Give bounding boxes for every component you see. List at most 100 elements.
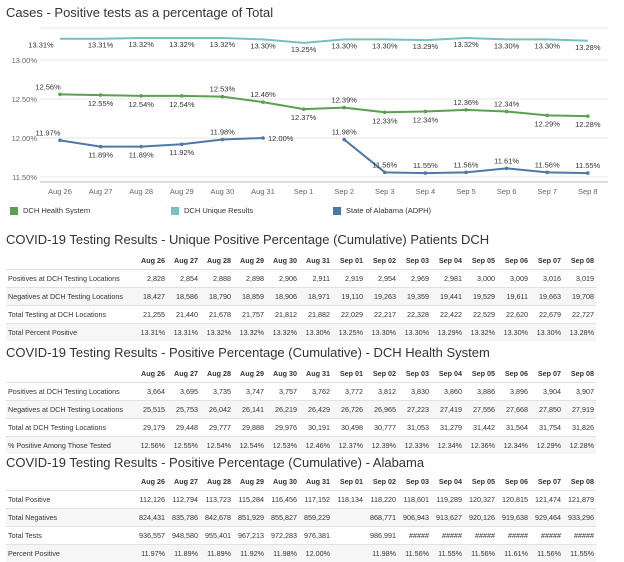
- data-point: [58, 138, 62, 143]
- table-row: Total Negatives 824,431 835,786 842,678 851,…: [6, 508, 596, 527]
- table-cell: 868,771: [365, 508, 398, 527]
- data-label: 13.31%: [88, 41, 114, 50]
- table-cell: 18,586: [167, 287, 200, 306]
- table-cell: 19,611: [497, 287, 530, 306]
- table-cell: 25,515: [134, 400, 167, 419]
- table-cell: 26,429: [299, 400, 332, 419]
- table-cell: 11.56%: [398, 544, 431, 562]
- table-cell: 18,859: [233, 287, 266, 306]
- table-cell: 936,557: [134, 526, 167, 545]
- series-line-dch-health-system: [59, 93, 588, 118]
- data-label: 13.30%: [250, 41, 276, 50]
- data-label: 13.32%: [128, 40, 154, 49]
- table-cell: 2,919: [332, 269, 365, 288]
- table-cell: 3,757: [266, 382, 299, 401]
- table-cell: 13.25%: [332, 323, 365, 341]
- table-cell: 11.98%: [266, 544, 299, 562]
- table-cell: 2,981: [431, 269, 464, 288]
- column-header: Aug 29: [240, 477, 264, 486]
- table-cell: 22,029: [332, 305, 365, 324]
- row-label: Positives at DCH Testing Locations: [6, 382, 134, 401]
- column-header: Aug 26: [141, 477, 165, 486]
- table-cell: 30,191: [299, 418, 332, 437]
- table-cell: 3,772: [332, 382, 365, 401]
- table-cell: 859,229: [299, 508, 332, 527]
- column-header: Sep 03: [405, 477, 429, 486]
- table-cell: 3,695: [167, 382, 200, 401]
- table-cell: 121,474: [530, 490, 563, 509]
- x-tick-label: Sep 2: [334, 187, 354, 196]
- table-cell: 3,830: [398, 382, 431, 401]
- table-cell: 13.30%: [497, 323, 530, 341]
- table-cell: 118,601: [398, 490, 431, 509]
- data-point: [423, 109, 428, 114]
- data-label: 13.30%: [534, 41, 560, 50]
- table-cell: 31,826: [563, 418, 596, 437]
- y-tick-label: 11.50%: [12, 173, 37, 182]
- data-label: 13.30%: [372, 41, 398, 50]
- column-header: Sep 08: [570, 477, 594, 486]
- row-label: Positives at DCH Testing Locations: [6, 269, 134, 288]
- table-cell: 18,790: [200, 287, 233, 306]
- column-header: Aug 30: [273, 369, 297, 378]
- data-label: 13.31%: [28, 41, 54, 50]
- table-cell: 11.61%: [497, 544, 530, 562]
- table-cell: 12.00%: [299, 544, 332, 562]
- series-line-dch-unique-results: [60, 36, 588, 44]
- x-tick-label: Sep 3: [375, 187, 395, 196]
- table-cell: 120,815: [497, 490, 530, 509]
- table-row: % Positive Among Those Tested 12.56% 12.55…: [6, 436, 596, 454]
- data-label: 12.55%: [88, 99, 114, 108]
- table-cell: 3,907: [563, 382, 596, 401]
- x-tick-label: Sep 6: [497, 187, 517, 196]
- column-header: Sep 02: [372, 477, 396, 486]
- table-cell: 115,284: [233, 490, 266, 509]
- table-cell: 118,220: [365, 490, 398, 509]
- table-cell: 13.30%: [365, 323, 398, 341]
- data-label: 11.89%: [129, 151, 154, 160]
- column-header: Sep 05: [471, 369, 495, 378]
- table-header-row: Aug 26 Aug 27 Aug 28 Aug 29 Aug 30 Aug 31 Sep …: [6, 473, 596, 491]
- table-cell: 13.30%: [299, 323, 332, 341]
- table-cell: 851,929: [233, 508, 266, 527]
- table-cell: 920,126: [464, 508, 497, 527]
- column-header: Aug 28: [207, 477, 231, 486]
- table-row: Total Tests 936,557 948,580 955,401 967,213 9…: [6, 526, 596, 545]
- line-chart: 13.00% 12.50% 12.00% 11.50% Aug 26 Aug 27 Aug …: [12, 27, 608, 196]
- column-header: Sep 03: [405, 369, 429, 378]
- data-label: 12.34%: [494, 99, 520, 108]
- data-point: [180, 94, 184, 98]
- column-header: Aug 30: [273, 477, 297, 486]
- table-row: Total Testing at DCH Locations 21,255 21,4…: [6, 305, 596, 324]
- table-cell: #####: [464, 526, 497, 545]
- table-cell: 3,000: [464, 269, 497, 288]
- data-point: [464, 108, 468, 112]
- x-tick-label: Sep 5: [456, 187, 476, 196]
- column-header: Sep 06: [504, 477, 528, 486]
- table-cell: 13.31%: [167, 323, 200, 341]
- x-tick-label: Aug 29: [170, 187, 194, 196]
- table-cell: 12.34%: [431, 436, 464, 454]
- column-header: Aug 28: [207, 256, 231, 265]
- data-label: 11.98%: [210, 128, 235, 137]
- data-label: 11.92%: [169, 148, 194, 157]
- table-cell: 31,279: [431, 418, 464, 437]
- table-cell: 3,747: [233, 382, 266, 401]
- column-header: Aug 28: [207, 369, 231, 378]
- data-label: 11.61%: [494, 156, 519, 165]
- data-point: [261, 136, 265, 140]
- table-title-dch: COVID-19 Testing Results - Positive Perc…: [6, 345, 490, 360]
- chart-title: Cases - Positive tests as a percentage o…: [6, 5, 274, 20]
- header-blank: [6, 473, 134, 491]
- data-point: [261, 100, 265, 104]
- table-cell: 26,965: [365, 400, 398, 419]
- table-cell: 26,726: [332, 400, 365, 419]
- data-point: [586, 171, 590, 175]
- table-cell: 31,442: [464, 418, 497, 437]
- table-cell: 118,134: [332, 490, 365, 509]
- table-cell: 27,419: [431, 400, 464, 419]
- data-point: [139, 144, 143, 149]
- column-header: Sep 05: [471, 256, 495, 265]
- table-cell: [332, 508, 365, 527]
- table-cell: 18,906: [266, 287, 299, 306]
